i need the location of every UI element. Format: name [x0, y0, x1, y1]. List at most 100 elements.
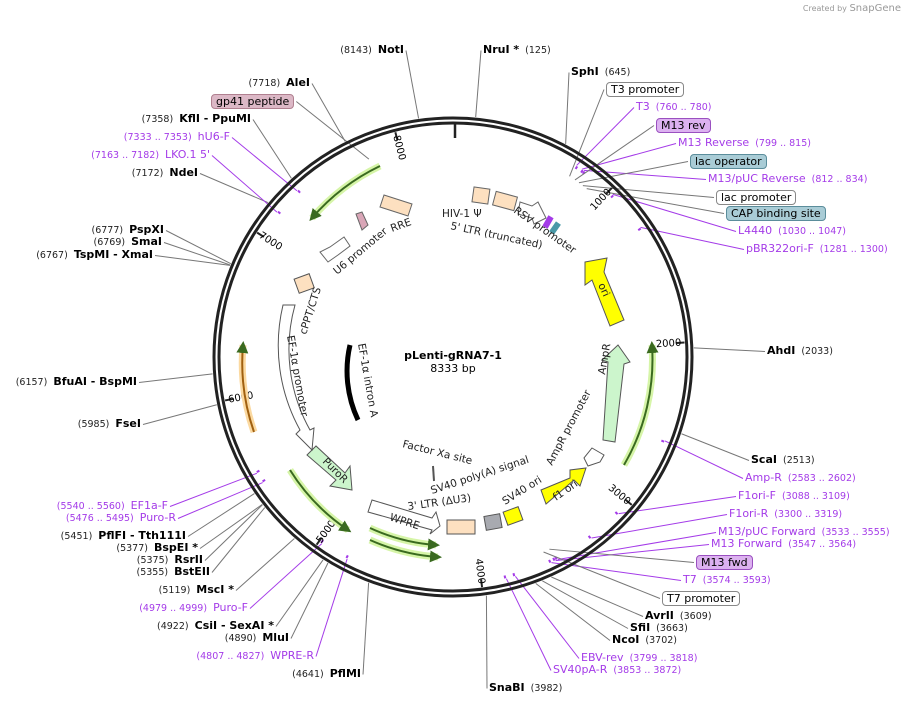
primer-label[interactable]: pBR322ori-F 1281 .. 1300 — [746, 243, 894, 256]
ampr-feature[interactable] — [601, 344, 631, 443]
primer-label[interactable]: T3 760 .. 780 — [636, 101, 718, 114]
t7-promoter-box[interactable]: T7 promoter — [662, 591, 741, 606]
site-label[interactable]: 7358 KflI - PpuMI — [136, 113, 251, 126]
lac-operator-box[interactable]: lac operator — [690, 154, 767, 169]
leader-line — [154, 255, 231, 266]
site-label[interactable]: SphI 645 — [571, 66, 636, 79]
primer-label[interactable]: 4807 .. 4827 WPRE-R — [190, 650, 314, 663]
leader-line — [235, 538, 295, 591]
site-label[interactable]: NruI * 125 — [483, 44, 557, 57]
cap-feature[interactable] — [549, 221, 561, 235]
ltr3-feature[interactable] — [446, 519, 476, 535]
ampr-promoter-feature[interactable] — [583, 447, 605, 467]
tick-mark — [480, 579, 484, 588]
site-label[interactable]: 4641 PflMI — [286, 668, 361, 681]
site-label[interactable]: NcoI 3702 — [612, 634, 683, 647]
primer-site-mark — [580, 169, 584, 174]
site-label[interactable]: SfiI 3663 — [630, 622, 694, 635]
lac-operator-feature[interactable] — [542, 215, 554, 229]
tick-label: 7000 — [257, 230, 284, 253]
site-pos: 2033 — [801, 346, 833, 357]
ltr5-feature[interactable] — [491, 190, 519, 212]
primer-label[interactable]: M13 Reverse 799 .. 815 — [678, 137, 817, 150]
puror-feature[interactable] — [306, 445, 353, 491]
site-label[interactable]: 6769 SmaI — [87, 236, 162, 249]
leader-line — [204, 504, 263, 561]
factor-xa-label: Factor Xa site — [401, 438, 473, 467]
ef1a-promoter-feature[interactable] — [277, 304, 315, 452]
site-label[interactable]: 5119 MscI * — [153, 584, 234, 597]
leader-line — [578, 161, 689, 184]
primer-label[interactable]: 7163 .. 7182 LKO.1 5' — [85, 149, 210, 162]
primer-name: hU6-F — [197, 130, 230, 143]
primer-label[interactable]: F1ori-F 3088 .. 3109 — [738, 490, 856, 503]
site-pos: 645 — [605, 67, 631, 78]
primer-label[interactable]: L4440 1030 .. 1047 — [738, 225, 852, 238]
primer-site-mark — [320, 539, 324, 544]
sv40-ori-feature[interactable] — [502, 506, 524, 526]
primer-range: 760 .. 780 — [656, 102, 712, 113]
site-name: AleI — [286, 76, 310, 89]
site-pos: 5375 — [137, 555, 169, 566]
tick-label: 4000 — [472, 558, 486, 585]
site-label[interactable]: 5985 FseI — [72, 418, 141, 431]
site-label[interactable]: AhdI 2033 — [767, 345, 839, 358]
primer-label[interactable]: Amp-R 2583 .. 2602 — [745, 472, 862, 485]
t3-promoter-box[interactable]: T3 promoter — [606, 82, 685, 97]
primer-label[interactable]: SV40pA-R 3853 .. 3872 — [553, 664, 687, 677]
site-label[interactable]: AvrII 3609 — [645, 610, 718, 623]
primer-label[interactable]: M13/pUC Forward 3533 .. 3555 — [718, 526, 896, 539]
u6-promoter-feature[interactable] — [319, 236, 351, 263]
primer-label[interactable]: F1ori-R 3300 .. 3319 — [729, 508, 848, 521]
f1-ori-feature[interactable] — [540, 467, 587, 505]
wpre-feature[interactable] — [367, 499, 441, 535]
site-label[interactable]: 6777 PspXI — [86, 224, 165, 237]
site-label[interactable]: 6767 TspMI - XmaI — [30, 249, 153, 262]
gp41-feature[interactable] — [355, 211, 369, 231]
site-label[interactable]: 7718 AleI — [243, 77, 310, 90]
primer-label[interactable]: M13/pUC Reverse 812 .. 834 — [708, 173, 873, 186]
leader-line — [296, 101, 370, 160]
primer-label[interactable]: 4979 .. 4999 Puro-F — [133, 602, 248, 615]
hiv-psi-feature[interactable] — [471, 186, 491, 205]
primer-label[interactable]: 5476 .. 5495 Puro-R — [60, 512, 176, 525]
primer-label[interactable]: M13 Forward 3547 .. 3564 — [711, 538, 862, 551]
leader-line — [618, 496, 737, 515]
site-name: NcoI — [612, 633, 640, 646]
site-label[interactable]: SnaBI 3982 — [489, 682, 568, 695]
site-label[interactable]: 4890 MluI — [219, 632, 289, 645]
tick-mark — [256, 231, 265, 238]
site-label[interactable]: 6157 BfuAI - BspMI — [10, 376, 137, 389]
ori-feature[interactable] — [584, 257, 625, 327]
lac-promoter-box[interactable]: lac promoter — [716, 190, 797, 205]
primer-label[interactable]: 7333 .. 7353 hU6-F — [118, 131, 230, 144]
site-name: CsiI - SexAI * — [194, 619, 274, 632]
primer-label[interactable]: T7 3574 .. 3593 — [683, 574, 777, 587]
site-label[interactable]: 8143 NotI — [334, 44, 404, 57]
site-label[interactable]: 5451 PflFI - Tth111I — [55, 530, 186, 543]
site-label[interactable]: 5375 RsrII — [131, 554, 203, 567]
site-label[interactable]: 4922 CsiI - SexAI * — [151, 620, 274, 633]
rre-feature[interactable] — [379, 194, 413, 217]
factor-xa-feature[interactable] — [432, 465, 435, 482]
m13-rev-box[interactable]: M13 rev — [656, 118, 711, 133]
site-label[interactable]: 5377 BspEI * — [110, 542, 198, 555]
backbone-inner — [217, 121, 689, 593]
site-name: BspEI * — [154, 541, 198, 554]
primer-label[interactable]: EBV-rev 3799 .. 3818 — [581, 652, 703, 665]
orf-arc — [623, 341, 659, 466]
m13-fwd-box[interactable]: M13 fwd — [696, 555, 753, 570]
primer-label[interactable]: 5540 .. 5560 EF1a-F — [51, 500, 168, 513]
site-label[interactable]: ScaI 2513 — [751, 454, 821, 467]
sv40-polya-feature[interactable] — [483, 513, 503, 531]
cap-binding-site-box[interactable]: CAP binding site — [726, 206, 826, 221]
cppt-feature[interactable] — [293, 273, 315, 294]
site-pos: 5119 — [159, 585, 191, 596]
rsv-promoter-feature[interactable] — [517, 201, 547, 225]
gp41-peptide-box[interactable]: gp41 peptide — [211, 94, 295, 109]
site-label[interactable]: 7172 NdeI — [126, 167, 198, 180]
ef1a-intron-feature[interactable] — [344, 344, 361, 422]
site-label[interactable]: 5355 BstEII — [130, 566, 210, 579]
orf-arc — [309, 162, 382, 221]
